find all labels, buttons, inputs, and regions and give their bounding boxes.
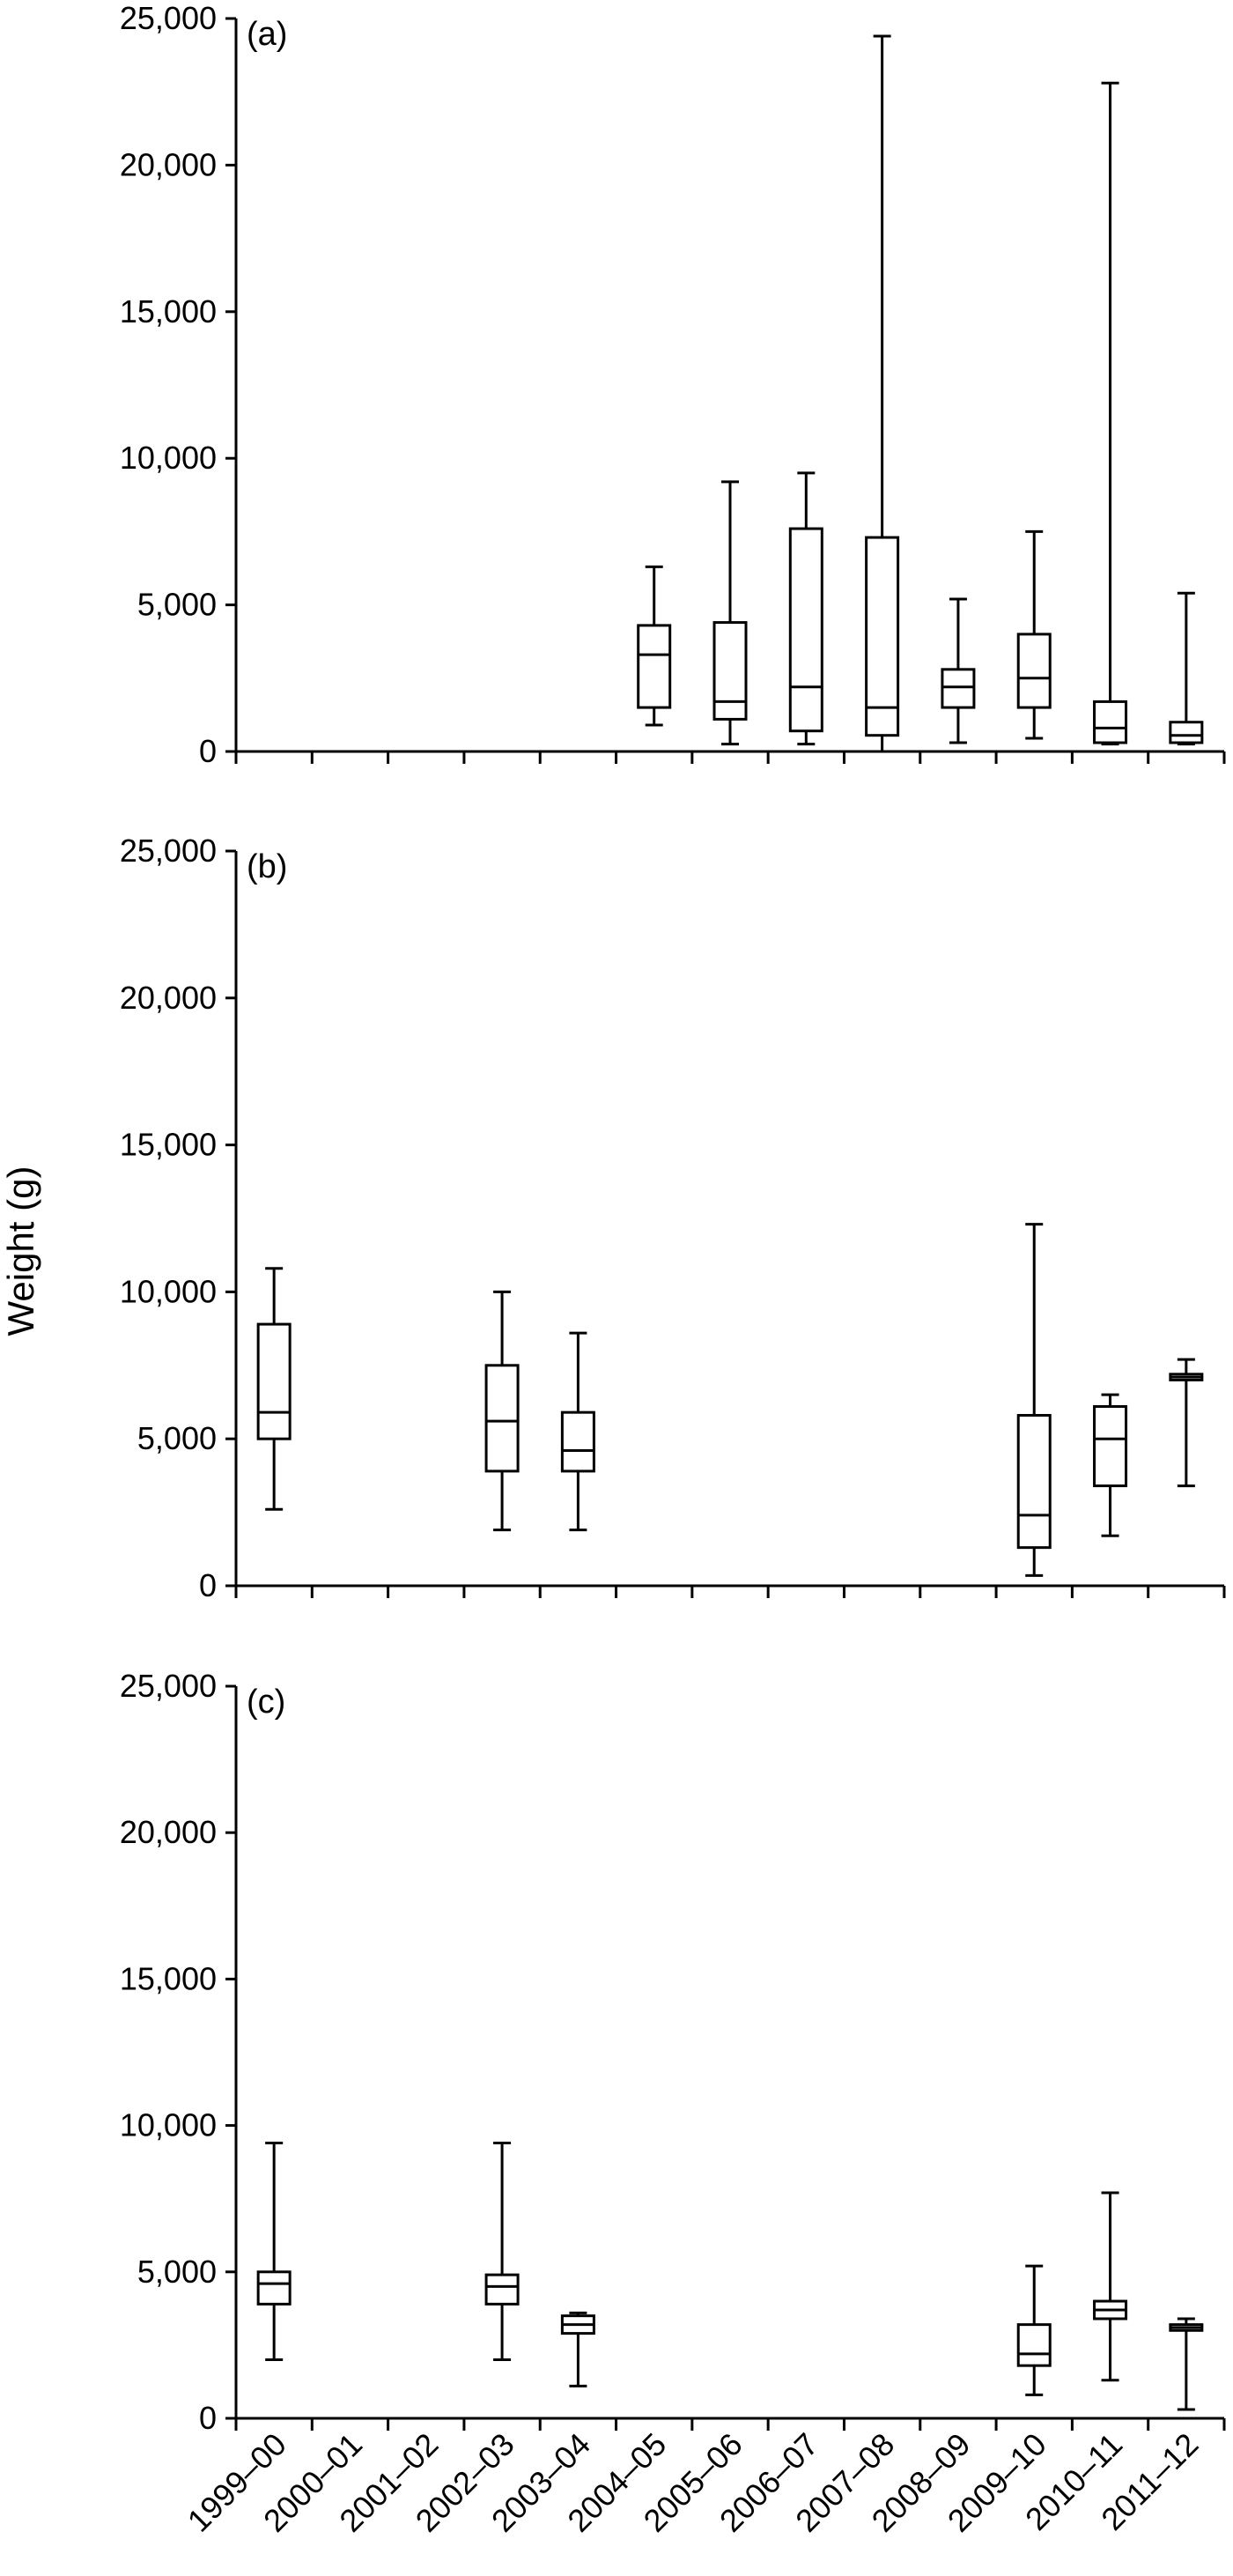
box-iqr xyxy=(1016,633,1052,709)
box-iqr xyxy=(1016,1414,1052,1550)
y-tick-label: 15,000 xyxy=(120,1127,217,1163)
box-2009–10 xyxy=(1016,1223,1052,1577)
y-tick-label: 25,000 xyxy=(120,0,217,36)
box-2002–03 xyxy=(484,1290,520,1532)
box-2006–07 xyxy=(788,471,823,746)
y-tick-label: 20,000 xyxy=(120,1814,217,1850)
box-iqr xyxy=(1016,2323,1052,2367)
y-tick-label: 20,000 xyxy=(120,146,217,182)
y-tick-label: 0 xyxy=(199,1567,217,1603)
box-iqr xyxy=(1093,1405,1128,1488)
panel-2: 0 5,000 10,000 15,000 20,000 25,000 (b) xyxy=(120,833,1226,1603)
y-tick-label: 5,000 xyxy=(137,2254,217,2290)
box-iqr xyxy=(637,624,672,709)
y-tick-label: 5,000 xyxy=(137,1420,217,1456)
box-iqr xyxy=(256,2270,292,2306)
y-tick-label: 10,000 xyxy=(120,1273,217,1309)
box-1999–00 xyxy=(256,1267,292,1511)
box-iqr xyxy=(941,668,976,709)
box-iqr xyxy=(256,1322,292,1440)
box-2011–12 xyxy=(1169,2317,1204,2411)
y-tick-label: 0 xyxy=(199,733,217,769)
box-2009–10 xyxy=(1016,529,1052,740)
box-2010–11 xyxy=(1093,81,1128,746)
y-tick-label: 10,000 xyxy=(120,440,217,476)
panels-group: 0 5,000 10,000 15,000 20,000 25,000 (a) 0 5,000 1… xyxy=(120,0,1226,2436)
box-2011–12 xyxy=(1169,591,1204,746)
box-iqr xyxy=(788,527,823,733)
y-tick-label: 5,000 xyxy=(137,587,217,623)
box-iqr xyxy=(484,1364,520,1473)
panel-1: 0 5,000 10,000 15,000 20,000 25,000 (a) xyxy=(120,0,1226,769)
x-tick-labels: 1999–002000–012001–022002–032003–042004–… xyxy=(181,2426,1206,2539)
y-tick-label: 25,000 xyxy=(120,1668,217,1704)
y-tick-label: 10,000 xyxy=(120,2107,217,2143)
panel-label: (a) xyxy=(247,16,287,53)
box-iqr xyxy=(1169,721,1204,744)
box-1999–00 xyxy=(256,2142,292,2362)
box-2003–04 xyxy=(560,1331,595,1532)
box-2003–04 xyxy=(560,2311,595,2387)
box-iqr xyxy=(712,621,748,721)
box-2009–10 xyxy=(1016,2264,1052,2396)
box-2002–03 xyxy=(484,2142,520,2362)
box-iqr xyxy=(560,1410,595,1473)
y-axis-title: Weight (g) xyxy=(0,1166,41,1336)
y-tick-label: 25,000 xyxy=(120,833,217,869)
box-iqr xyxy=(865,536,900,737)
y-tick-label: 20,000 xyxy=(120,980,217,1016)
panel-label: (c) xyxy=(247,1684,285,1721)
panel-3: 0 5,000 10,000 15,000 20,000 25,000 (c) xyxy=(120,1668,1226,2436)
box-2008–09 xyxy=(941,597,976,744)
y-tick-label: 0 xyxy=(199,2400,217,2436)
box-2010–11 xyxy=(1093,2191,1128,2382)
box-iqr xyxy=(484,2273,520,2306)
box-2005–06 xyxy=(712,480,748,746)
y-tick-label: 15,000 xyxy=(120,293,217,329)
box-2011–12 xyxy=(1169,1358,1204,1488)
y-tick-label: 15,000 xyxy=(120,1960,217,1996)
panel-label: (b) xyxy=(247,848,287,885)
box-2004–05 xyxy=(637,565,672,727)
box-2007–08 xyxy=(865,34,900,753)
box-iqr xyxy=(1093,700,1128,744)
box-2010–11 xyxy=(1093,1393,1128,1537)
